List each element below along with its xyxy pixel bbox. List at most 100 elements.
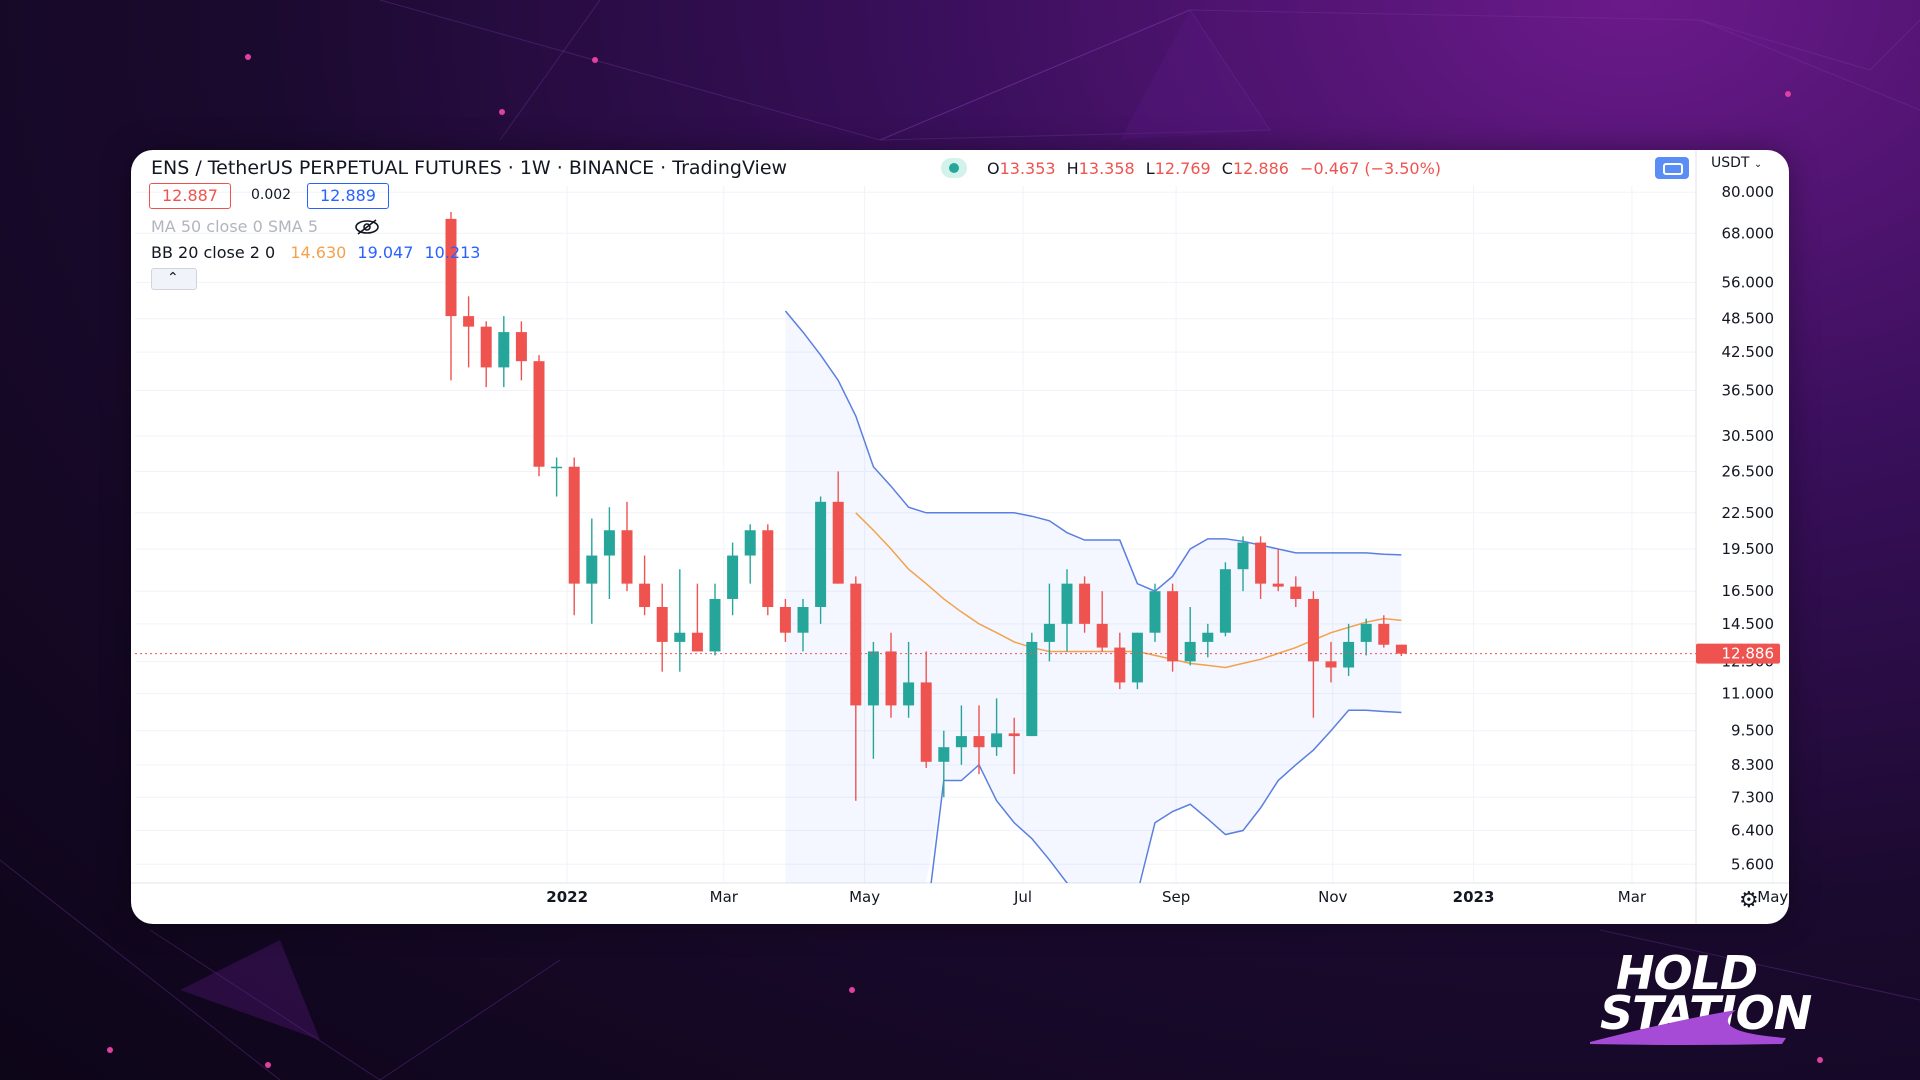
candle-body [1202,632,1214,642]
y-tick-label: 6.400 [1731,822,1774,840]
bb-upper-value: 19.047 [357,243,414,262]
candle-body [779,606,791,633]
currency-selector[interactable]: USDT ⌄ [1711,155,1762,171]
y-tick-label: 14.500 [1722,615,1775,633]
y-tick-label: 9.500 [1731,722,1774,740]
x-tick-label: Nov [1318,888,1347,906]
y-tick-label: 56.000 [1722,273,1775,291]
y-tick-label: 16.500 [1722,582,1775,600]
candle-body [1149,591,1161,633]
candle-body [885,651,897,706]
candle-body [920,682,932,762]
y-tick-label: 7.300 [1731,788,1774,806]
candle-body [973,736,985,748]
candle-body [815,501,827,607]
y-tick-label: 80.000 [1722,183,1775,201]
candle-body [1237,542,1249,570]
chart-card: 80.000 68.000 56.000 48.500 42.500 36.500 30.5… [131,150,1789,924]
chevron-down-icon: ⌄ [1753,159,1763,170]
close-value: 12.886 [1232,159,1289,178]
bb-indicator-legend[interactable]: BB 20 close 2 0 14.630 19.047 10.213 [151,243,480,262]
candle-body [463,316,475,327]
candle-body [991,733,1003,748]
candle-body [1360,623,1372,642]
candle-body [1307,598,1319,662]
candle-body [1026,641,1038,737]
candle-body [1131,632,1143,683]
candle-body [850,583,862,706]
close-label: C [1221,159,1233,178]
candle-body [867,651,879,706]
candle-body [691,632,703,652]
low-value: 12.769 [1154,159,1211,178]
open-label: O [987,159,1000,178]
candle-body [533,361,545,467]
price-chart[interactable]: 80.000 68.000 56.000 48.500 42.500 36.500 30.5… [131,150,1789,924]
symbol-title[interactable]: ENS / TetherUS PERPETUAL FUTURES · 1W · … [151,157,788,179]
bb-lower-value: 10.213 [424,243,481,262]
candle-body [1395,644,1407,654]
ask-price[interactable]: 12.889 [307,183,389,209]
candle-body [727,555,739,599]
y-tick-label: 42.500 [1722,343,1775,361]
low-label: L [1145,159,1155,178]
spread-value: 0.002 [251,187,292,203]
candle-body [480,326,492,368]
bb-indicator-label: BB 20 close 2 0 [151,243,276,262]
x-tick-label: Sep [1162,888,1190,906]
y-tick-label: 26.500 [1722,462,1775,480]
candle-body [1325,661,1337,668]
candle-body [1219,569,1231,633]
x-tick-label: Mar [710,888,739,906]
candle-body [498,332,510,368]
x-tick-label: May [849,888,880,906]
collapse-legend-button[interactable] [151,268,197,290]
candle-body [1290,586,1302,599]
logo-line1: HOLD [1616,946,1758,1000]
candle-body [903,682,915,706]
candle-body [1184,641,1196,662]
y-tick-label: 11.000 [1722,685,1775,703]
candle-body [1096,623,1108,648]
bid-price[interactable]: 12.887 [149,183,231,209]
candle-body [1008,733,1020,737]
logo-swoosh [1590,1010,1786,1045]
bb-upper-line [784,310,1402,593]
open-value: 13.353 [999,159,1056,178]
candle-body [639,583,651,607]
eye-hidden-icon[interactable] [353,218,381,240]
x-tick-label: May [1757,888,1788,906]
last-price-tag [1696,643,1780,664]
y-tick-label: 68.000 [1722,224,1775,242]
candle-body [1272,583,1284,587]
x-tick-label: Mar [1618,888,1647,906]
high-label: H [1066,159,1079,178]
candle-body [568,466,580,584]
market-status-dot [949,163,959,173]
candle-body [656,606,668,642]
last-price-label: 12.886 [1722,645,1775,663]
candle-body [1378,623,1390,645]
currency-label: USDT [1711,155,1750,171]
candle-body [832,501,844,584]
settings-gear-icon[interactable]: ⚙ [1739,888,1759,913]
bb-lower-line [930,709,1402,883]
candle-body [762,530,774,607]
candle-body [1255,542,1267,584]
x-tick-label: 2023 [1453,888,1495,906]
x-tick-label: Jul [1013,888,1032,906]
candle-body [515,332,527,362]
high-value: 13.358 [1078,159,1135,178]
candle-body [551,466,563,469]
candle-body [1061,583,1073,624]
candle-body [744,530,756,556]
ma-indicator-label[interactable]: MA 50 close 0 SMA 5 [151,217,319,236]
candle-body [709,598,721,652]
y-tick-label: 5.600 [1731,855,1774,873]
candle-body [1167,591,1179,662]
y-tick-label: 22.500 [1722,504,1775,522]
candle-body [586,555,598,584]
ohlc-readout: O13.353 H13.358 L12.769 C12.886 −0.467 (… [987,159,1441,178]
layout-icon [1663,163,1683,175]
